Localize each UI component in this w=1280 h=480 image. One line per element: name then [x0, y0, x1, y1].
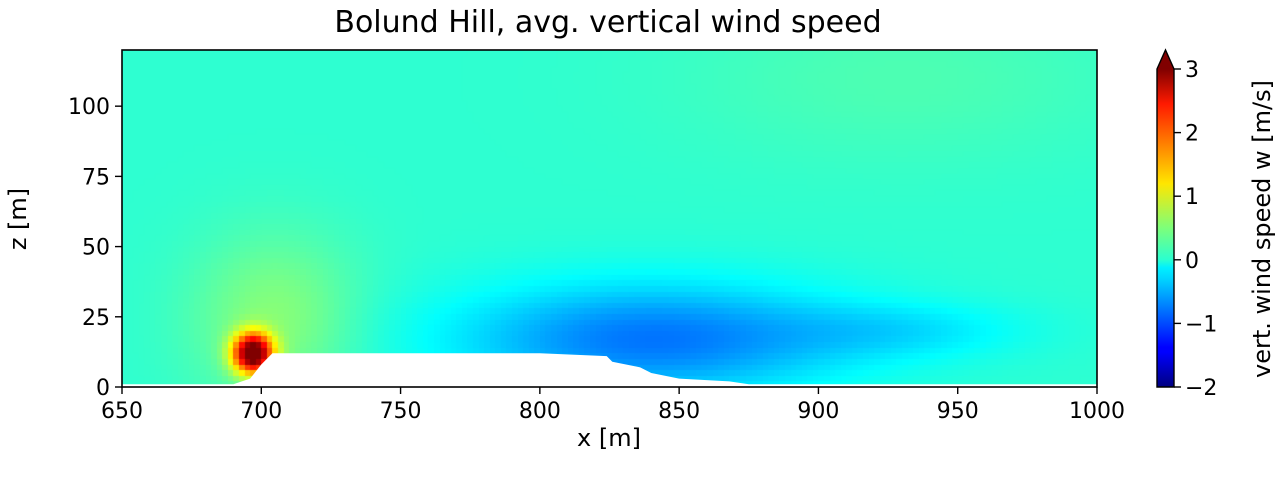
colorbar-tick-label: 2 [1185, 122, 1199, 147]
colorbar-frame [1156, 48, 1175, 388]
chart-title: Bolund Hill, avg. vertical wind speed [334, 5, 881, 40]
y-tick-label: 0 [96, 376, 110, 401]
y-axis: 0 25 50 75 100 [68, 95, 122, 401]
colorbar-tick-label: 0 [1185, 249, 1199, 274]
x-tick-label: 800 [519, 399, 561, 424]
wind-speed-heatmap [122, 50, 1097, 387]
x-tick-label: 850 [658, 399, 700, 424]
colorbar-ticks: −2 −1 0 1 2 3 [1174, 58, 1217, 401]
colorbar-label: vert. wind speed w [m/s] [1248, 80, 1276, 378]
y-tick-label: 100 [68, 95, 110, 120]
y-tick-label: 25 [82, 306, 110, 331]
colorbar: −2 −1 0 1 2 3 vert. wind speed w [m/s] [1156, 48, 1276, 401]
plot-area [121, 49, 1098, 388]
x-tick-label: 1000 [1069, 399, 1125, 424]
colorbar-extend-arrow [1157, 50, 1174, 69]
colorbar-gradient [1157, 69, 1174, 387]
x-tick-label: 750 [380, 399, 422, 424]
x-tick-label: 650 [101, 399, 143, 424]
terrain-mask [122, 353, 1097, 387]
colorbar-tick-label: 1 [1185, 185, 1199, 210]
colorbar-tick-label: −1 [1185, 312, 1217, 337]
colorbar-tick-label: −2 [1185, 376, 1217, 401]
x-axis: 650 700 750 800 850 900 950 1000 [101, 387, 1125, 424]
x-tick-label: 700 [240, 399, 282, 424]
y-tick-label: 50 [82, 236, 110, 261]
plot-frame [121, 49, 1098, 388]
y-axis-label: z [m] [4, 188, 32, 250]
x-tick-label: 950 [937, 399, 979, 424]
x-tick-label: 900 [797, 399, 839, 424]
colorbar-tick-label: 3 [1185, 58, 1199, 83]
y-tick-label: 75 [82, 165, 110, 190]
x-axis-label: x [m] [577, 424, 641, 452]
